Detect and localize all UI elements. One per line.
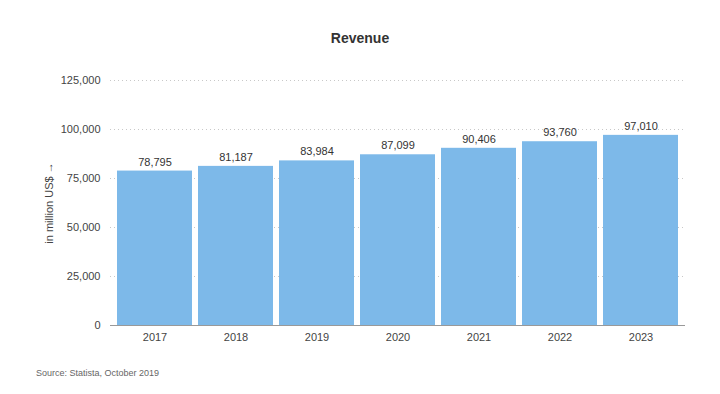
svg-text:2017: 2017 [143,331,167,343]
svg-text:78,795: 78,795 [138,156,172,168]
svg-text:2021: 2021 [467,331,491,343]
svg-text:81,187: 81,187 [219,151,253,163]
svg-text:100,000: 100,000 [61,123,101,135]
svg-text:2019: 2019 [305,331,329,343]
svg-text:90,406: 90,406 [462,133,496,145]
html-text:Source: Statista, October 2019: Source: Statista, October 2019 [36,368,160,378]
html-text:Revenue: Revenue [330,30,390,46]
svg-text:87,099: 87,099 [381,139,415,151]
svg-text:2020: 2020 [386,331,410,343]
svg-text:50,000: 50,000 [67,221,101,233]
svg-text:2018: 2018 [224,331,248,343]
svg-text:75,000: 75,000 [67,172,101,184]
svg-text:125,000: 125,000 [61,74,101,86]
svg-text:83,984: 83,984 [300,145,334,157]
svg-text:0: 0 [94,319,100,331]
svg-text:25,000: 25,000 [67,270,101,282]
svg-text:2023: 2023 [629,331,653,343]
svg-text:97,010: 97,010 [624,120,658,132]
svg-text:2022: 2022 [548,331,572,343]
svg-text:in million US$ →: in million US$ → [43,162,55,243]
svg-text:93,760: 93,760 [543,126,577,138]
